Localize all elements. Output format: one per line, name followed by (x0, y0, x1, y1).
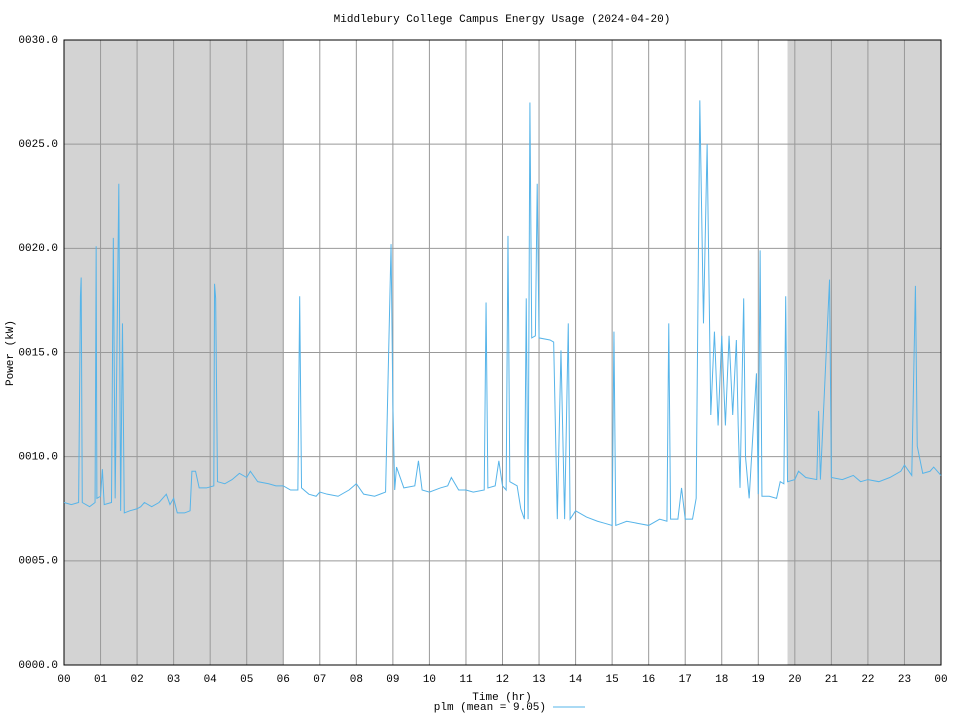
y-axis-label: Power (kW) (5, 320, 17, 386)
y-tick-label: 0005.0 (18, 556, 58, 568)
x-tick-label: 17 (679, 674, 692, 686)
x-tick-label: 04 (204, 674, 218, 686)
x-tick-label: 12 (496, 674, 509, 686)
x-tick-label: 21 (825, 674, 839, 686)
x-tick-label: 00 (57, 674, 70, 686)
x-tick-label: 16 (642, 674, 655, 686)
x-tick-label: 18 (715, 674, 728, 686)
x-axis-label: Time (hr) (472, 692, 531, 704)
x-tick-label: 23 (898, 674, 911, 686)
data-line (63, 100, 942, 527)
x-tick-label: 07 (313, 674, 326, 686)
x-tick-label: 13 (532, 674, 545, 686)
legend-label: plm (mean = 9.05) (434, 702, 546, 714)
x-tick-label: 05 (240, 674, 253, 686)
y-tick-label: 0015.0 (18, 347, 58, 359)
x-tick-label: 10 (423, 674, 436, 686)
x-tick-label: 20 (788, 674, 801, 686)
y-tick-label: 0020.0 (18, 243, 58, 255)
x-tick-label: 19 (752, 674, 765, 686)
y-tick-label: 0000.0 (18, 660, 58, 672)
x-tick-label: 09 (386, 674, 399, 686)
x-tick-label: 01 (94, 674, 108, 686)
y-tick-label: 0025.0 (18, 139, 58, 151)
x-tick-label: 15 (606, 674, 619, 686)
x-tick-label: 02 (130, 674, 143, 686)
plot-frame (63, 39, 942, 666)
x-tick-label: 14 (569, 674, 583, 686)
x-tick-label: 06 (277, 674, 290, 686)
x-tick-label: 11 (459, 674, 473, 686)
y-tick-label: 0030.0 (18, 35, 58, 47)
y-tick-label: 0010.0 (18, 452, 58, 464)
x-tick-label: 03 (167, 674, 180, 686)
x-tick-label: 22 (861, 674, 874, 686)
x-tick-label: 00 (934, 674, 947, 686)
chart-title: Middlebury College Campus Energy Usage (… (334, 14, 671, 26)
x-tick-label: 08 (350, 674, 363, 686)
